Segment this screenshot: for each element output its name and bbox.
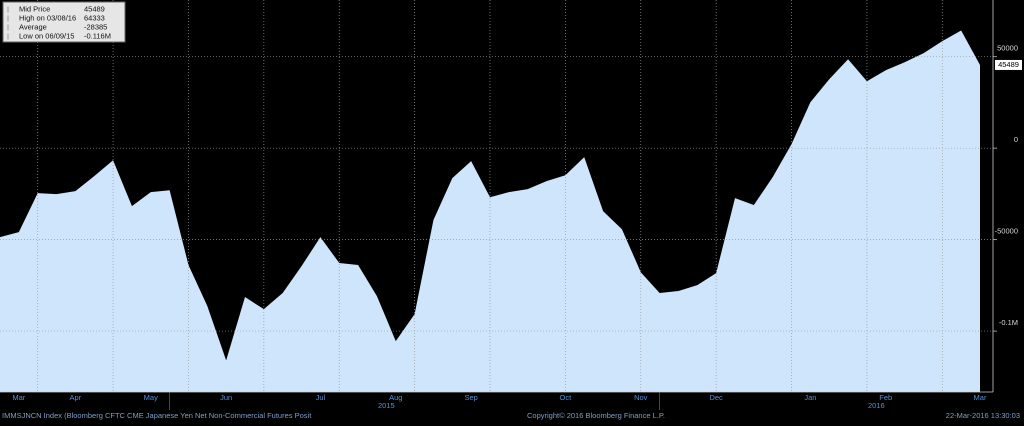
legend-stat-value: -0.116M bbox=[84, 31, 111, 40]
x-tick-label: May bbox=[144, 393, 158, 402]
y-tick-label: -50000 bbox=[995, 227, 1018, 236]
y-tick-label: 50000 bbox=[997, 44, 1018, 53]
year-label: 2016 bbox=[868, 401, 885, 410]
x-tick-label: Oct bbox=[560, 393, 573, 402]
legend: Mid Price 45489 High on 03/08/16 64333 Avera… bbox=[2, 1, 126, 43]
plot-area bbox=[0, 0, 997, 393]
footer-center: Copyright© 2016 Bloomberg Finance L.P. bbox=[527, 411, 665, 420]
x-tick-label: Sep bbox=[464, 393, 477, 402]
legend-stat-label: Low on 06/09/15 bbox=[19, 31, 74, 40]
x-tick-label: Feb bbox=[879, 393, 892, 402]
y-tick-label: 0 bbox=[1014, 135, 1018, 144]
legend-stat-label: Mid Price bbox=[19, 4, 50, 13]
y-tick-label: -0.1M bbox=[999, 318, 1018, 327]
legend-stat-value: 45489 bbox=[84, 4, 105, 13]
legend-stat-label: High on 03/08/16 bbox=[19, 13, 76, 22]
x-tick-label: Nov bbox=[634, 393, 648, 402]
legend-stat-value: -28385 bbox=[84, 22, 107, 31]
area bbox=[0, 30, 980, 393]
x-tick-label: Jul bbox=[316, 393, 326, 402]
x-tick-label: Dec bbox=[709, 393, 723, 402]
x-tick-label: Apr bbox=[70, 393, 82, 402]
x-tick-label: Jun bbox=[220, 393, 232, 402]
x-tick-label: Jan bbox=[804, 393, 816, 402]
legend-stat-value: 64333 bbox=[84, 13, 105, 22]
legend-box bbox=[2, 1, 126, 43]
x-tick-label: Mar bbox=[974, 393, 987, 402]
x-tick-label: Aug bbox=[389, 393, 402, 402]
footer-left: IMMSJNCN Index (Bloomberg CFTC CME Japan… bbox=[2, 411, 312, 420]
last-value-label: 45489 bbox=[998, 60, 1019, 69]
last-value-box bbox=[995, 59, 1022, 70]
x-tick-label: Mar bbox=[12, 393, 25, 402]
footer-right: 22-Mar-2016 13:30:03 bbox=[946, 411, 1020, 420]
year-label: 2015 bbox=[378, 401, 395, 410]
legend-stat-label: Average bbox=[19, 22, 47, 31]
